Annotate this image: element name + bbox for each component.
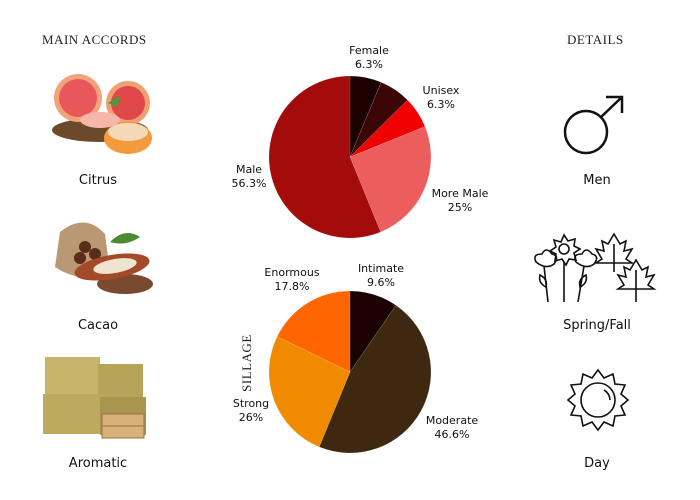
pie-slice-female [349,75,382,158]
pie-label-female: Female 6.3% [349,44,389,71]
pie-slice-more-male [349,126,432,233]
pie-slice-unisex [349,99,426,158]
accord-label-cacao: Cacao [77,318,119,333]
flowers-leaves-icon [534,232,657,303]
pie-slice-male [268,75,382,239]
detail-label-day: Day [584,456,610,471]
pie-label-male: Male 56.3% [231,163,267,190]
accord-label-aromatic: Aromatic [68,456,128,471]
detail-label-men: Men [583,173,611,188]
pie-slice-moderate [318,304,432,454]
pie-slice-strong [268,336,351,448]
details-heading: DETAILS [567,32,624,47]
grapefruit-image [52,74,152,154]
pie-slice-unlabeled-1 [349,81,408,158]
male-symbol-icon [563,95,624,155]
pie-label-moderate: Moderate 46.6% [425,414,479,441]
main-accords-heading: MAIN ACCORDS [42,32,147,47]
pie-slice-intimate [349,290,397,373]
pie-label-enormous: Enormous 17.8% [264,266,320,293]
accord-label-citrus: Citrus [78,173,118,188]
pie-label-unisex: Unisex 6.3% [422,84,460,111]
pie-label-more-male: More Male 25% [431,187,489,214]
pie-slice-enormous [276,290,351,373]
cacao-image [55,222,153,294]
hay-bales-image [43,357,146,439]
sun-icon [566,368,630,432]
sillage-title: SILLAGE [238,334,254,392]
detail-label-spring-fall: Spring/Fall [563,318,631,333]
sillage-pie-chart [268,290,432,454]
pie-label-strong: Strong 26% [232,397,270,424]
pie-label-intimate: Intimate 9.6% [357,262,405,289]
